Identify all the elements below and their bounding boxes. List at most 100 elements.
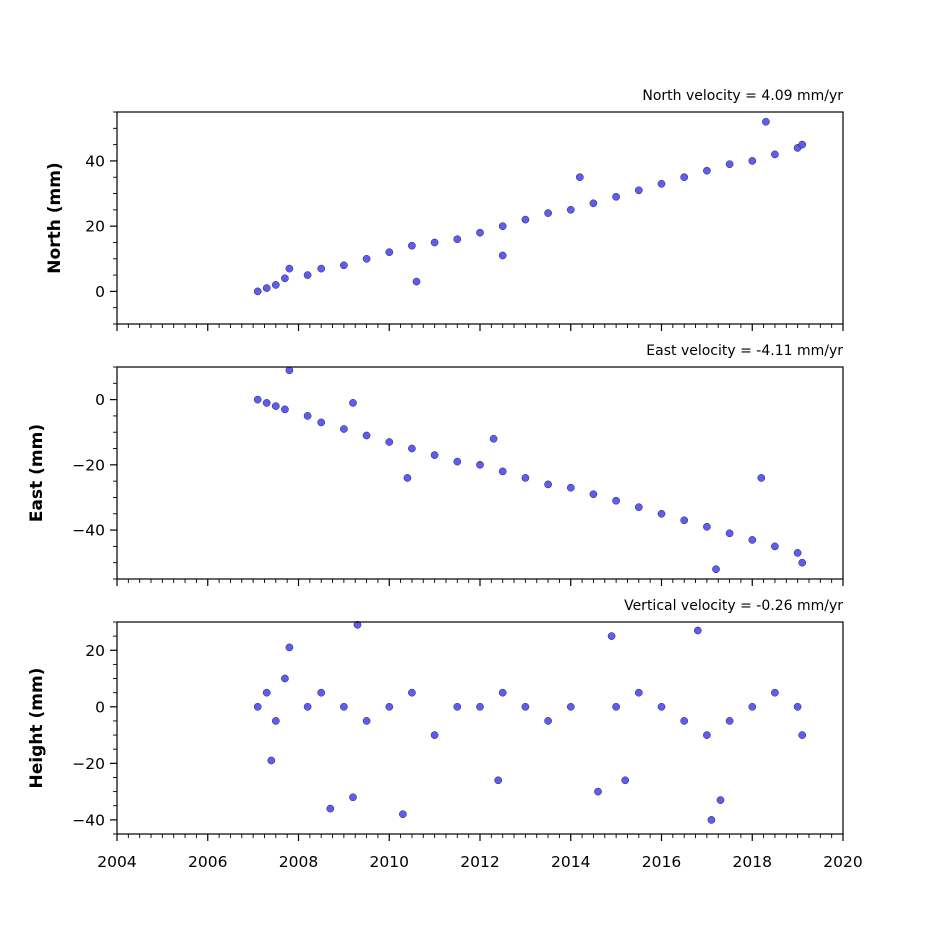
east-axes: 0 −20 −40 <box>72 366 844 586</box>
height-data-point <box>798 731 807 739</box>
height-data-point <box>494 776 503 785</box>
height-data-point <box>693 626 702 635</box>
east-data-point <box>566 483 575 492</box>
height-data-point <box>521 702 530 711</box>
north-data-point <box>285 264 294 273</box>
north-data-point <box>657 179 666 188</box>
north-y-tick-label: 40 <box>85 152 105 170</box>
east-data-point <box>657 509 666 518</box>
height-data-point <box>340 702 348 711</box>
height-data-point <box>285 643 294 652</box>
height-data-point <box>476 702 484 711</box>
east-data-point <box>430 451 439 459</box>
north-data-point <box>498 251 507 260</box>
east-y-tick-label: −20 <box>72 456 105 474</box>
height-data-points <box>253 620 807 824</box>
north-data-point <box>725 160 734 169</box>
east-data-point <box>712 565 720 574</box>
north-y-tick-label: 0 <box>95 283 105 301</box>
height-data-point <box>725 717 734 725</box>
height-data-point <box>262 688 271 697</box>
north-data-point <box>762 117 770 126</box>
height-data-point <box>362 717 371 725</box>
east-data-points <box>253 366 807 574</box>
east-data-point <box>285 366 294 375</box>
height-data-point <box>430 731 439 739</box>
east-data-point <box>408 444 416 453</box>
east-data-point <box>612 496 620 505</box>
north-data-point <box>589 199 598 208</box>
height-y-tick-label: 0 <box>95 698 105 716</box>
east-data-point <box>498 467 507 476</box>
north-data-point <box>303 271 312 279</box>
east-y-tick-label: −40 <box>72 522 105 540</box>
north-data-point <box>566 205 575 214</box>
east-data-point <box>253 395 262 404</box>
height-data-point <box>703 731 711 739</box>
east-y-axis-label: East (mm) <box>27 424 47 522</box>
east-data-point <box>476 460 484 469</box>
north-data-points <box>253 117 807 296</box>
north-axes: 0 20 40 <box>85 111 844 331</box>
height-data-point <box>771 688 779 697</box>
height-y-tick-label: −40 <box>72 811 105 829</box>
north-y-axis-label: North (mm) <box>45 162 65 273</box>
east-data-point <box>262 399 271 407</box>
north-data-point <box>253 287 262 296</box>
east-data-point <box>748 536 757 544</box>
height-data-point <box>385 702 394 711</box>
height-data-point <box>607 632 616 640</box>
north-data-point <box>281 274 289 283</box>
east-data-point <box>521 474 530 482</box>
east-data-point <box>362 431 371 440</box>
height-data-point <box>281 674 289 683</box>
north-data-point <box>771 150 779 159</box>
east-data-point <box>453 457 462 466</box>
height-data-point <box>453 702 462 711</box>
north-data-point <box>408 241 416 250</box>
height-data-point <box>748 702 757 711</box>
north-data-point <box>453 235 462 244</box>
east-data-point <box>271 402 280 410</box>
east-data-point <box>281 405 289 414</box>
north-data-point <box>798 140 807 149</box>
x-tick-label: 2006 <box>188 853 227 871</box>
height-axes: 2004 2006 2008 2010 2012 2014 2016 2018 2020200−… <box>72 621 863 871</box>
north-data-point <box>680 173 689 182</box>
east-y-tick-label: 0 <box>95 391 105 409</box>
height-data-point <box>399 810 407 819</box>
north-data-point <box>362 254 371 263</box>
height-data-point <box>657 702 666 711</box>
height-data-point <box>326 804 335 813</box>
height-panel: Vertical velocity = -0.26 mm/yr 2004 2006… <box>27 598 863 871</box>
height-data-point <box>271 717 280 725</box>
east-data-point <box>589 490 598 499</box>
height-data-point <box>707 816 716 824</box>
height-data-point <box>303 702 312 711</box>
east-data-point <box>349 399 357 407</box>
north-data-point <box>340 261 348 270</box>
height-plot-frame <box>116 621 844 835</box>
height-data-point <box>353 620 362 629</box>
east-data-point <box>757 474 766 482</box>
east-data-point <box>798 558 807 567</box>
x-tick-label: 2020 <box>823 853 862 871</box>
height-data-point <box>408 688 416 697</box>
height-data-point <box>621 776 630 785</box>
east-data-point <box>303 412 312 420</box>
x-tick-label: 2016 <box>642 853 681 871</box>
north-data-point <box>748 157 757 165</box>
height-data-point <box>267 756 276 765</box>
east-panel-title: East velocity = -4.11 mm/yr <box>646 343 843 359</box>
north-data-point <box>430 238 439 247</box>
x-tick-label: 2012 <box>460 853 499 871</box>
east-data-point <box>340 425 348 433</box>
height-data-point <box>544 717 552 725</box>
north-data-point <box>412 277 421 286</box>
north-data-point <box>521 215 530 224</box>
north-data-point <box>317 264 326 273</box>
height-data-point <box>716 796 725 804</box>
north-data-point <box>703 166 711 175</box>
east-data-point <box>544 480 552 489</box>
